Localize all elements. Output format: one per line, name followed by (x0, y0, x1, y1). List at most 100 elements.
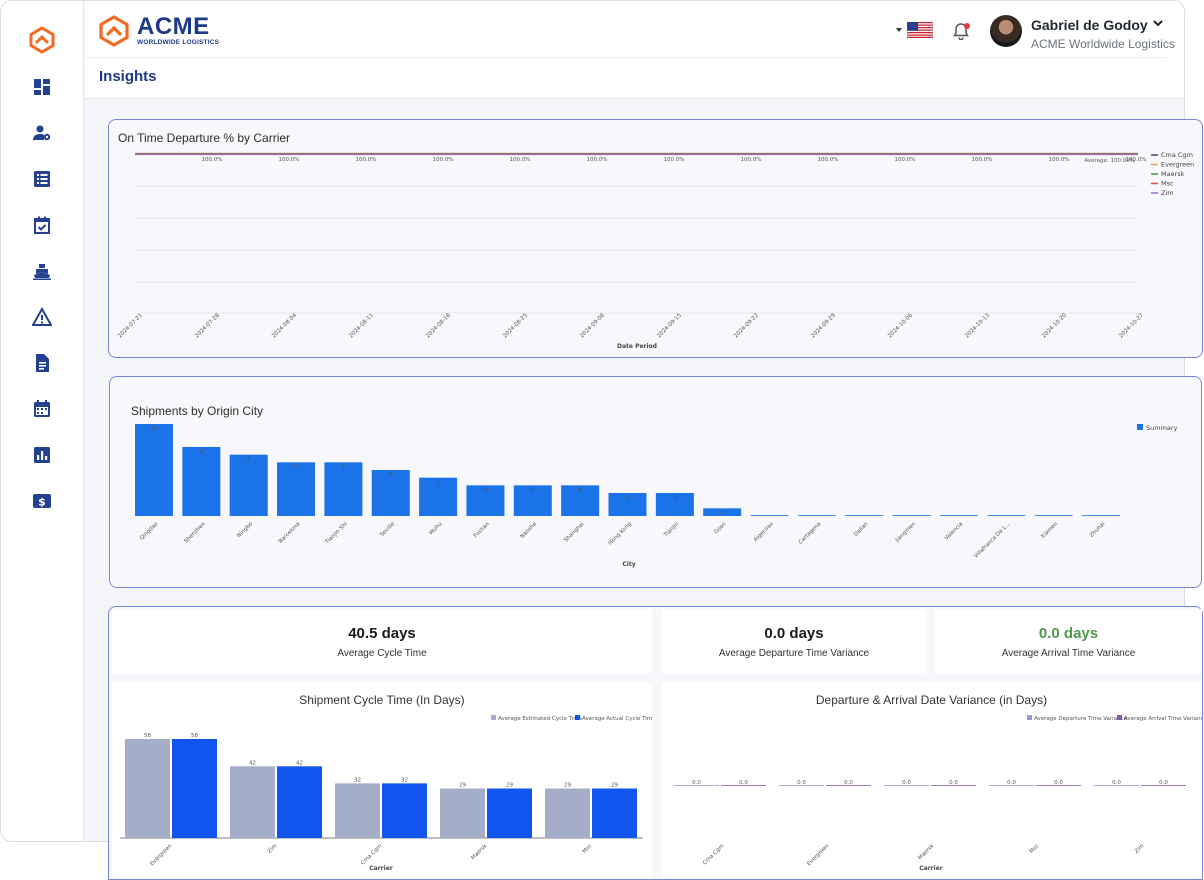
svg-text:$: $ (38, 496, 46, 509)
user-name[interactable]: Gabriel de Godoy (1031, 17, 1148, 33)
sidebar-item-calendar[interactable] (30, 397, 54, 421)
cycle-chart: 58 58 Evergreen 42 42 Zim 32 32 Cma Cgm 29 29 Maers… (120, 715, 652, 872)
bar (1141, 785, 1186, 786)
bar-value-label: 12 (151, 426, 158, 432)
x-tick-label: Jiangmen (894, 521, 918, 545)
bar-value-label: 29 (506, 783, 513, 789)
dashboard-icon (34, 79, 50, 95)
data-label: 100.0% (1049, 157, 1070, 163)
legend-label: Maersk (1161, 170, 1185, 178)
data-label: 100.0% (433, 157, 454, 163)
bar (892, 515, 931, 516)
language-selector[interactable] (896, 22, 933, 38)
x-tick-label: 2024-08-11 (348, 313, 375, 340)
data-label: 100.0% (356, 157, 377, 163)
bar (608, 493, 647, 516)
bar-value-label: 3 (673, 495, 677, 501)
x-tick-label: Shenzhen (183, 521, 207, 545)
divider (85, 57, 1166, 58)
sidebar-item-list[interactable] (30, 167, 54, 191)
sidebar-item-billing[interactable]: $ (30, 489, 54, 513)
bar-value-label: 9 (200, 449, 204, 455)
calendar-icon (34, 400, 50, 417)
chevron-down-icon[interactable] (1152, 17, 1164, 29)
bar (561, 485, 600, 516)
sidebar-item-dashboard[interactable] (30, 75, 54, 99)
bar (931, 785, 976, 786)
sidebar-item-calendar-check[interactable] (30, 213, 54, 237)
x-tick-label: 2024-07-21 (117, 313, 144, 340)
data-label: 100.0% (279, 157, 300, 163)
top-bar: ACME WORLDWIDE LOGISTICS Gabriel de Godo… (85, 1, 1184, 99)
legend-swatch (491, 715, 496, 720)
legend-swatch (1027, 715, 1032, 720)
bar (779, 785, 824, 786)
x-tick-label: Zhuhai (1089, 521, 1107, 539)
origin-chart: 12 Qingdao 9 Shenzhen 8 Ningbo 7 Barcelona 7 Tian… (135, 424, 1178, 568)
bar (182, 447, 221, 516)
x-tick-label: Valencia (944, 521, 965, 542)
x-tick-label: 2024-07-28 (194, 312, 221, 339)
bar (721, 785, 766, 786)
calendar-check-icon (34, 216, 50, 234)
average-label: Average: 100.00% (1084, 158, 1135, 164)
x-tick-label: Foshan (473, 521, 491, 539)
sidebar-item-documents[interactable] (30, 351, 54, 375)
bar (884, 785, 929, 786)
x-tick-label: Zim (1134, 843, 1146, 855)
x-tick-label: Seville (379, 521, 396, 538)
bar (1036, 785, 1081, 786)
x-tick-label: 2024-08-04 (271, 312, 298, 339)
data-label: 100.0% (202, 157, 223, 163)
brand[interactable]: ACME WORLDWIDE LOGISTICS (99, 15, 219, 47)
bar-value-label: 32 (401, 777, 408, 783)
cycle-chart-title: Shipment Cycle Time (In Days) (299, 693, 465, 707)
bar (466, 485, 505, 516)
x-tick-label: 2024-08-18 (425, 312, 452, 339)
x-tick-label: Ningbo (236, 521, 254, 539)
bar-value-label: 0.0 (902, 780, 911, 786)
x-tick-label: Algeciras (753, 521, 775, 543)
bar-value-label: 29 (611, 783, 618, 789)
bar-value-label: 3 (626, 495, 630, 501)
kpi-label: Average Arrival Time Variance (1001, 648, 1136, 659)
origin-chart-title: Shipments by Origin City (131, 404, 264, 418)
legend-label: Evergreen (1161, 161, 1194, 169)
acme-logo-icon[interactable] (28, 26, 56, 54)
bar (487, 788, 532, 838)
x-tick-label: Msc (582, 843, 594, 855)
legend-label: Average Actual Cycle Time (582, 716, 652, 722)
legend-label: Summary (1146, 424, 1178, 432)
x-tick-label: 2024-09-15 (656, 312, 683, 339)
brand-subtitle: WORLDWIDE LOGISTICS (137, 39, 220, 47)
bar-value-label: 0.0 (797, 780, 806, 786)
x-axis-title: City (622, 561, 635, 568)
x-axis-title: Date Period (617, 343, 657, 350)
bar-value-label: 0.0 (739, 780, 748, 786)
bar (1034, 515, 1073, 516)
data-label: 100.0% (1126, 157, 1147, 163)
x-tick-label: 2024-09-08 (579, 312, 606, 339)
avatar[interactable] (990, 15, 1022, 47)
sidebar-item-insights[interactable] (30, 443, 54, 467)
bar (797, 515, 836, 516)
dollar-icon: $ (33, 494, 51, 509)
bar (419, 477, 458, 516)
data-label: 100.0% (587, 157, 608, 163)
bar-chart-icon (34, 447, 50, 463)
ship-icon (33, 264, 51, 280)
sidebar-item-shipments[interactable] (30, 259, 54, 283)
bar-value-label: 1 (720, 510, 724, 516)
ontime-chart: 100.0% 100.0% 100.0% 100.0% 100.0% 100.0% 100.… (117, 151, 1194, 350)
sidebar-item-user-settings[interactable] (30, 121, 54, 145)
x-tick-label: Wuhu (428, 521, 443, 536)
bar (324, 462, 363, 516)
bar (939, 515, 978, 516)
origin-city-card: Shipments by Origin City 12 Qingdao 9 Shenz… (109, 376, 1202, 588)
data-label: 100.0% (818, 157, 839, 163)
x-tick-label: 2024-10-13 (964, 312, 991, 339)
sidebar: $ (1, 1, 84, 841)
sidebar-item-alerts[interactable] (30, 305, 54, 329)
data-label: 100.0% (664, 157, 685, 163)
bar (750, 515, 789, 516)
